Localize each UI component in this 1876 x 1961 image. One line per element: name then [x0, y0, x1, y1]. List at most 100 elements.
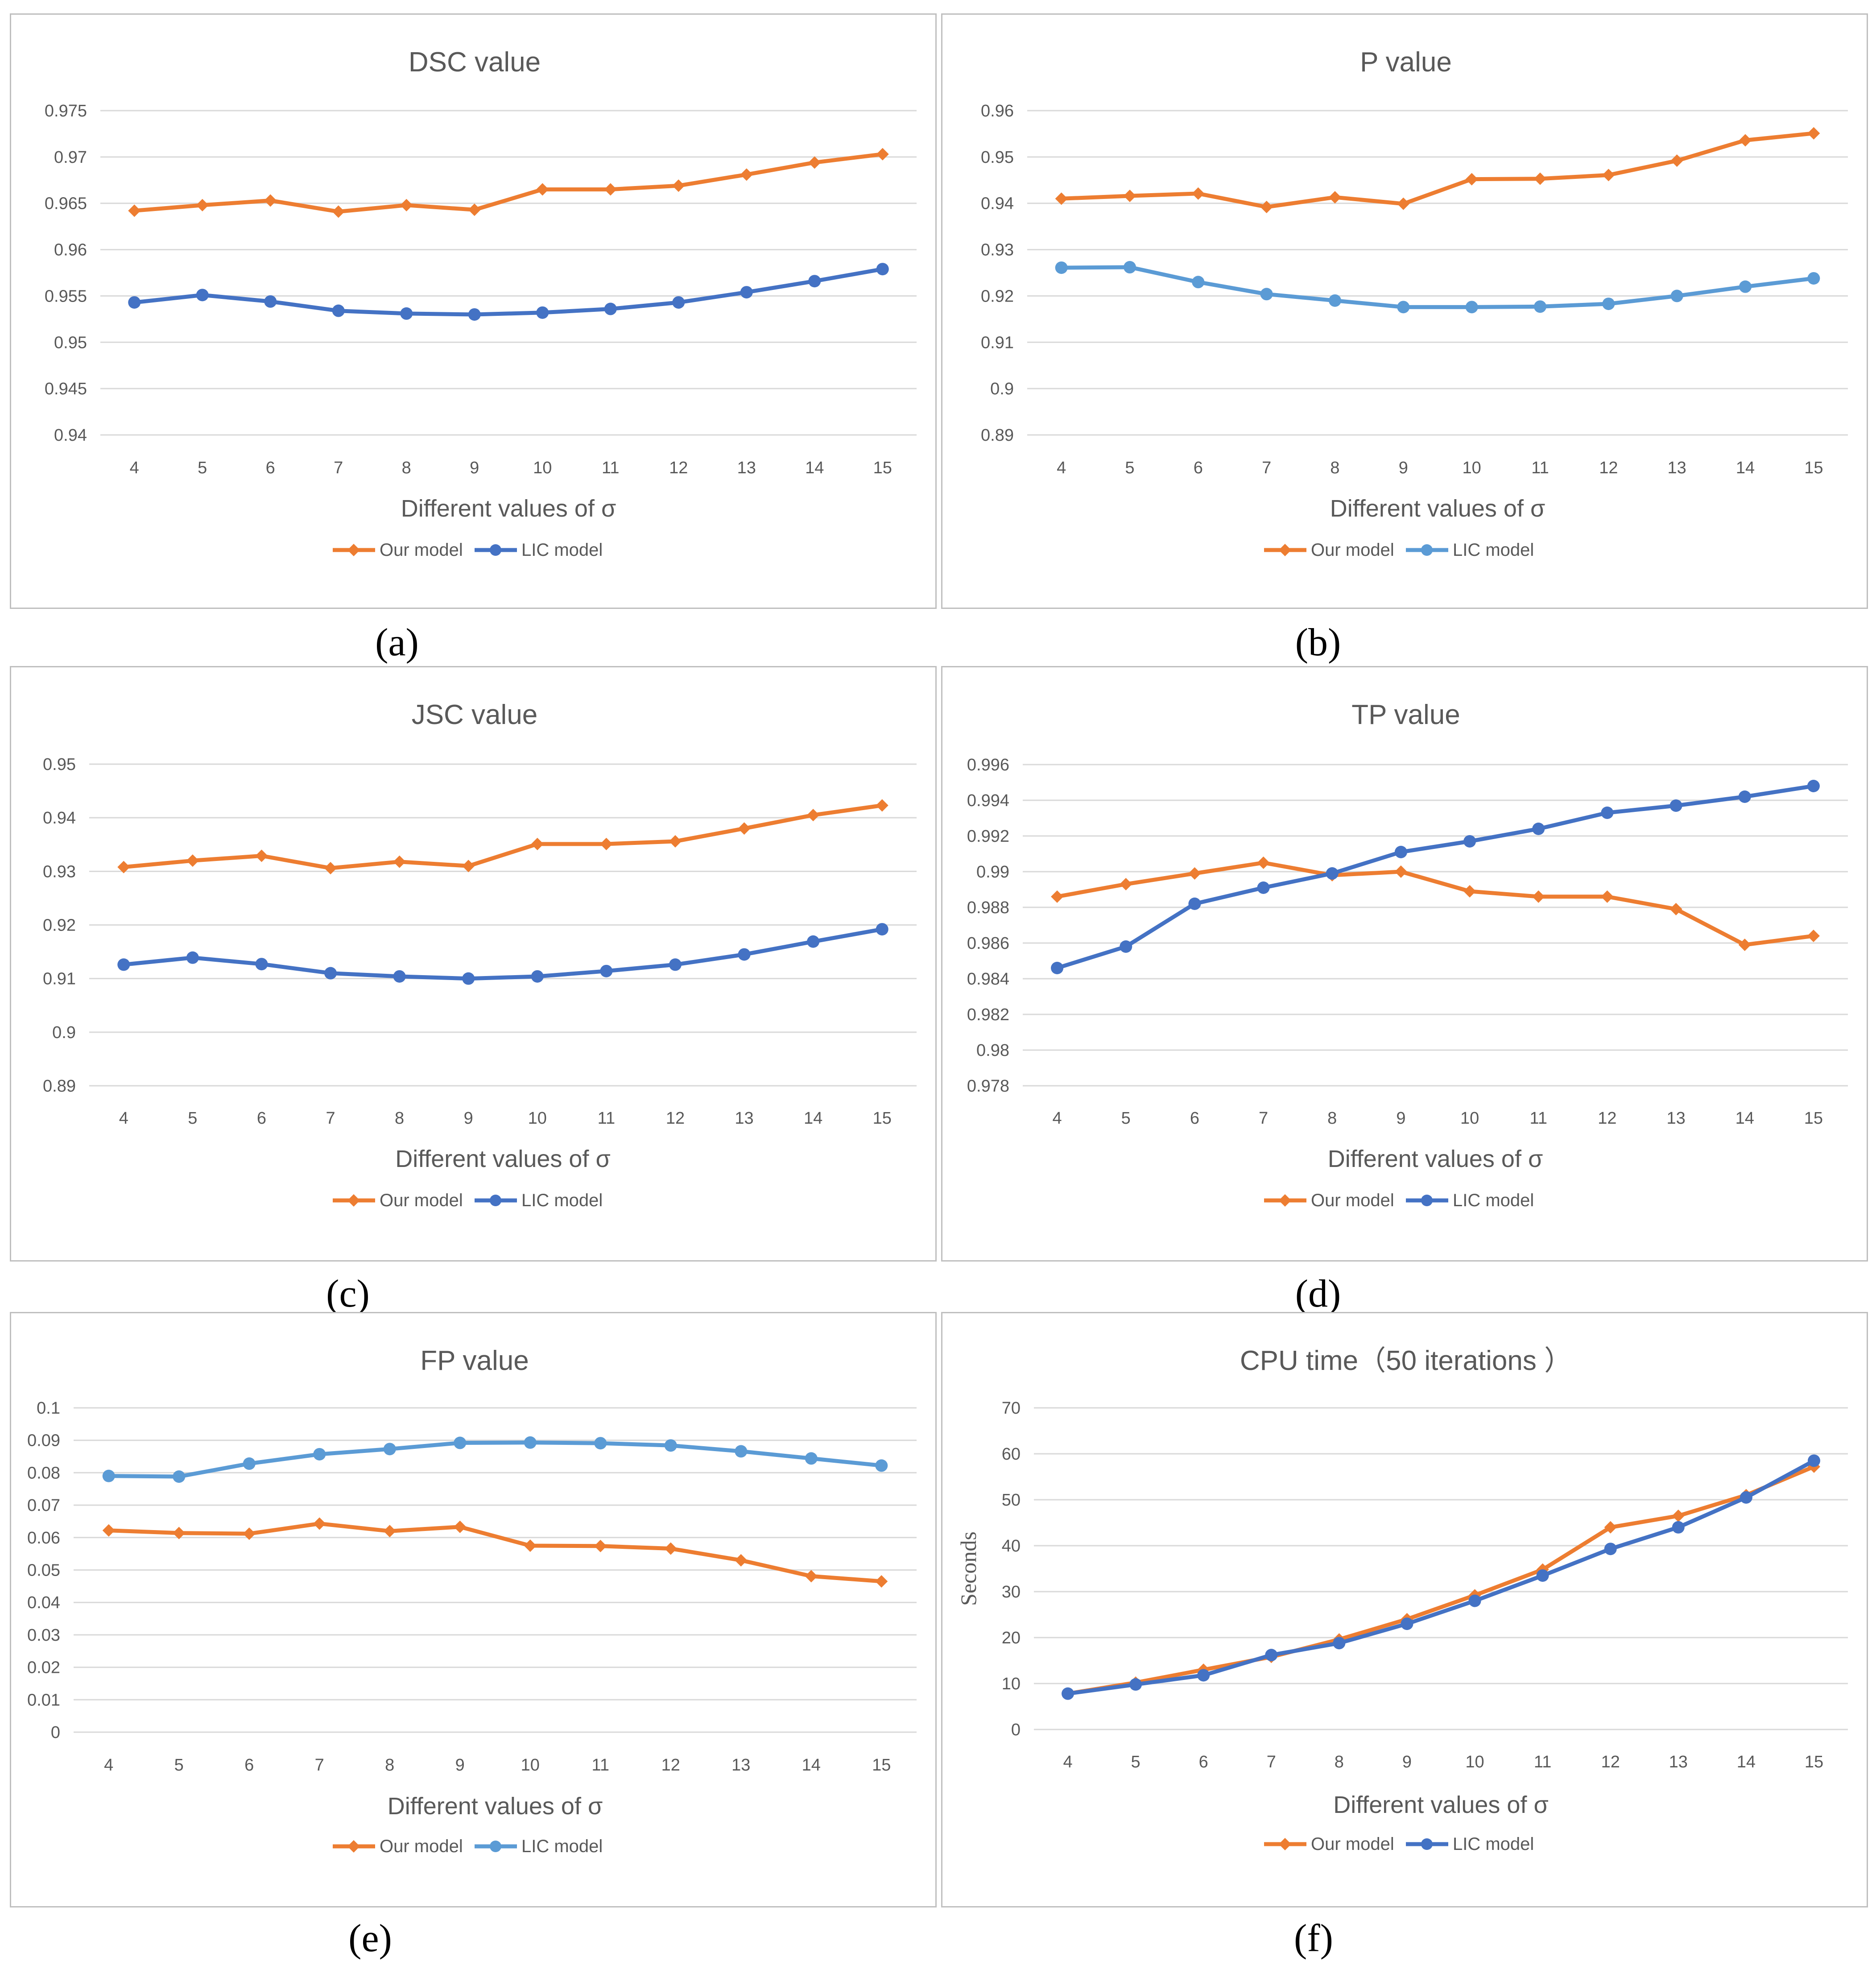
legend-marker — [490, 544, 501, 556]
data-point — [255, 958, 268, 971]
data-point — [1463, 885, 1476, 898]
data-point — [1129, 1678, 1142, 1691]
legend-label: Our model — [1311, 540, 1394, 560]
y-axis-label: Seconds — [956, 1531, 981, 1606]
data-point — [196, 289, 209, 302]
y-tick-label: 0.996 — [967, 756, 1009, 774]
data-point — [332, 304, 345, 317]
panel-caption: (c) — [326, 1272, 370, 1316]
data-point — [1465, 301, 1478, 314]
chart-svg: 0 10 20 30 40 50 60 70 4 5 6 7 8 9 10 11 12 13 14 15 CPU tim… — [956, 1345, 1848, 1854]
data-point — [196, 199, 209, 211]
x-tick-label: 14 — [802, 1756, 821, 1775]
data-point — [400, 307, 413, 320]
data-point — [1124, 190, 1136, 203]
legend-label: LIC model — [1453, 1191, 1534, 1210]
y-tick-label: 0.95 — [54, 333, 87, 352]
data-point — [186, 854, 199, 867]
y-tick-label: 70 — [1002, 1399, 1021, 1418]
x-tick-label: 8 — [402, 459, 411, 477]
x-tick-label: 9 — [455, 1756, 465, 1775]
data-point — [600, 838, 613, 851]
x-tick-label: 14 — [805, 459, 824, 477]
x-tick-label: 5 — [1121, 1109, 1131, 1128]
x-tick-label: 6 — [266, 459, 275, 477]
series-line — [123, 803, 883, 870]
data-point — [102, 1524, 115, 1537]
data-point — [1397, 197, 1410, 210]
data-point — [1739, 134, 1752, 147]
y-tick-label: 0.96 — [54, 241, 87, 260]
data-point — [243, 1457, 256, 1470]
x-tick-label: 12 — [1601, 1753, 1620, 1771]
data-point — [1257, 881, 1270, 894]
data-point — [1401, 1618, 1413, 1630]
y-tick-label: 0.89 — [43, 1077, 76, 1096]
x-tick-label: 6 — [1190, 1109, 1199, 1128]
chart-title: TP value — [1351, 699, 1460, 730]
legend-label: Our model — [380, 540, 463, 560]
x-tick-label: 4 — [119, 1109, 128, 1128]
data-point — [186, 951, 199, 964]
x-tick-label: 12 — [669, 459, 688, 477]
y-tick-label: 0.03 — [27, 1626, 60, 1645]
data-point — [1604, 1543, 1617, 1556]
series-line — [134, 152, 883, 214]
data-point — [600, 964, 613, 977]
y-tick-label: 0.07 — [27, 1496, 60, 1515]
x-axis-label: Different values of σ — [395, 1146, 611, 1172]
x-tick-label: 14 — [1736, 459, 1755, 477]
data-point — [1601, 890, 1614, 903]
x-tick-label: 4 — [1063, 1753, 1072, 1771]
legend-marker — [347, 1194, 360, 1207]
chart-panel-1: 0.89 0.9 0.91 0.92 0.93 0.94 0.95 0.96 4 5 6 7 8 9 10 1… — [941, 13, 1868, 609]
data-point — [594, 1437, 607, 1450]
data-point — [738, 822, 751, 835]
y-tick-label: 0.92 — [43, 916, 76, 935]
x-tick-label: 8 — [395, 1109, 404, 1128]
data-point — [805, 1452, 818, 1465]
data-point — [1807, 780, 1820, 792]
data-point — [1197, 1669, 1210, 1682]
data-point — [664, 1542, 677, 1555]
data-point — [735, 1445, 748, 1458]
x-tick-label: 15 — [1804, 1109, 1823, 1128]
x-tick-label: 15 — [873, 1109, 892, 1128]
y-tick-label: 0.06 — [27, 1529, 60, 1547]
legend-label: Our model — [380, 1837, 463, 1856]
x-tick-label: 9 — [1402, 1753, 1412, 1771]
data-point — [1394, 846, 1407, 858]
x-tick-label: 4 — [1057, 459, 1066, 477]
data-point — [672, 179, 685, 192]
data-point — [454, 1436, 467, 1449]
data-point — [1055, 261, 1068, 274]
legend-label: LIC model — [521, 540, 603, 560]
data-point — [531, 970, 544, 983]
x-tick-label: 8 — [1335, 1753, 1344, 1771]
data-point — [808, 156, 821, 169]
data-point — [1051, 890, 1064, 903]
x-tick-label: 13 — [731, 1756, 750, 1775]
data-point — [531, 838, 544, 851]
data-point — [1534, 172, 1546, 185]
legend-marker — [1421, 544, 1433, 556]
y-tick-label: 0.97 — [54, 148, 87, 167]
data-point — [876, 923, 888, 936]
data-point — [1532, 823, 1545, 835]
x-tick-label: 6 — [257, 1109, 266, 1128]
x-tick-label: 14 — [1736, 1109, 1754, 1128]
x-tick-label: 9 — [1396, 1109, 1405, 1128]
data-point — [1601, 807, 1614, 819]
data-point — [264, 295, 277, 308]
x-tick-label: 5 — [1125, 459, 1134, 477]
data-point — [383, 1525, 396, 1538]
y-tick-label: 0.04 — [27, 1593, 60, 1612]
data-point — [393, 970, 406, 983]
x-tick-label: 4 — [104, 1756, 113, 1775]
x-tick-label: 9 — [464, 1109, 473, 1128]
x-tick-label: 11 — [602, 459, 619, 477]
x-tick-label: 11 — [1530, 1109, 1547, 1128]
data-point — [875, 1459, 888, 1472]
data-point — [876, 148, 889, 161]
data-point — [1062, 1687, 1074, 1700]
